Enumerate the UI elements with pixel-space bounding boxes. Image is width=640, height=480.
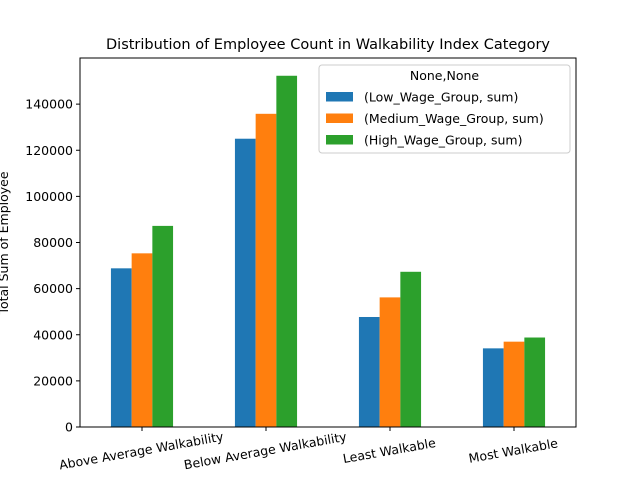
bar-medium-wage-group-sum-0 xyxy=(131,253,153,427)
bar-high-wage-group-sum-2 xyxy=(400,271,422,427)
y-tick-label: 140000 xyxy=(25,97,73,112)
legend-swatch xyxy=(326,113,353,123)
bar-medium-wage-group-sum-3 xyxy=(503,341,525,427)
x-tick-label: Most Walkable xyxy=(467,435,559,466)
legend-label: (High_Wage_Group, sum) xyxy=(364,133,522,148)
bar-low-wage-group-sum-1 xyxy=(234,138,256,427)
bar-low-wage-group-sum-3 xyxy=(482,348,504,427)
bar-high-wage-group-sum-1 xyxy=(276,75,298,428)
legend-swatch xyxy=(326,135,353,145)
x-tick-label: Least Walkable xyxy=(342,435,437,466)
y-tick-label: 0 xyxy=(65,420,73,435)
legend-title: None,None xyxy=(410,68,480,83)
bar-low-wage-group-sum-2 xyxy=(358,316,380,427)
y-tick-label: 80000 xyxy=(33,235,73,250)
plot-area xyxy=(79,57,577,428)
bar-medium-wage-group-sum-1 xyxy=(255,113,277,427)
y-tick-label: 20000 xyxy=(33,373,73,388)
legend-label: (Medium_Wage_Group, sum) xyxy=(364,111,544,126)
legend: None,None (Low_Wage_Group, sum) (Medium_Wa… xyxy=(318,64,571,154)
y-tick-label: 60000 xyxy=(33,281,73,296)
y-tick-label: 120000 xyxy=(25,143,73,158)
y-axis-label: Total Sum of Employee xyxy=(0,171,11,315)
bar-high-wage-group-sum-0 xyxy=(152,225,174,427)
y-axis: 0 20000 40000 60000 80000 100000 120000 140000 xyxy=(25,97,80,435)
legend-box xyxy=(318,64,571,154)
legend-label: (Low_Wage_Group, sum) xyxy=(364,90,518,105)
bar-high-wage-group-sum-3 xyxy=(524,337,546,427)
bar-low-wage-group-sum-0 xyxy=(110,268,132,427)
bar-medium-wage-group-sum-2 xyxy=(379,297,401,427)
y-tick-label: 40000 xyxy=(33,327,73,342)
chart-title: Distribution of Employee Count in Walkab… xyxy=(106,37,550,53)
y-tick-label: 100000 xyxy=(25,189,73,204)
legend-swatch xyxy=(326,92,353,102)
